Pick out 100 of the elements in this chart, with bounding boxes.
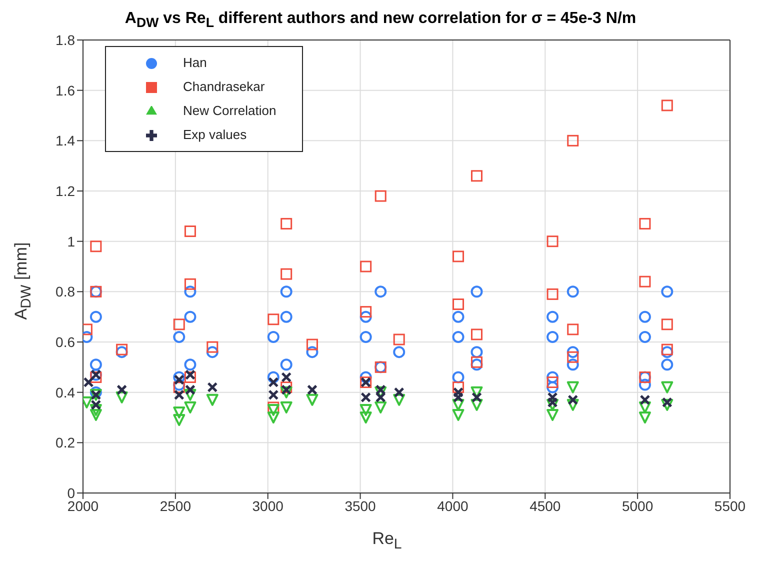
point bbox=[566, 398, 579, 411]
point bbox=[90, 400, 102, 410]
point bbox=[470, 286, 483, 298]
point bbox=[206, 341, 218, 353]
point bbox=[184, 388, 196, 401]
point bbox=[547, 392, 558, 403]
point bbox=[268, 390, 279, 400]
point bbox=[90, 408, 102, 421]
x-tick-label: 3000 bbox=[252, 498, 284, 514]
point bbox=[661, 358, 674, 371]
x-tick-label: 5000 bbox=[622, 498, 654, 514]
point bbox=[184, 278, 196, 290]
point bbox=[306, 338, 318, 350]
point bbox=[174, 390, 184, 400]
point bbox=[360, 310, 372, 323]
point bbox=[375, 384, 386, 396]
point bbox=[267, 404, 280, 416]
point bbox=[374, 190, 386, 202]
point bbox=[393, 346, 406, 358]
point bbox=[116, 344, 128, 356]
point bbox=[184, 358, 196, 371]
point bbox=[546, 371, 559, 384]
point bbox=[546, 330, 559, 343]
point bbox=[173, 382, 185, 394]
point bbox=[360, 412, 372, 424]
point bbox=[471, 392, 482, 403]
point bbox=[306, 346, 318, 358]
y-tick-label: 0.2 bbox=[56, 434, 76, 451]
point bbox=[268, 377, 279, 388]
point bbox=[360, 392, 372, 403]
point bbox=[546, 408, 559, 421]
point bbox=[173, 371, 186, 384]
point bbox=[184, 286, 196, 298]
point bbox=[452, 371, 464, 384]
x-tick-label: 4000 bbox=[437, 498, 468, 514]
y-tick-label: 0.4 bbox=[56, 384, 76, 400]
point bbox=[174, 374, 184, 385]
point bbox=[206, 346, 218, 358]
point bbox=[661, 318, 673, 330]
point bbox=[566, 381, 579, 394]
point bbox=[452, 310, 464, 323]
point bbox=[173, 414, 186, 426]
point bbox=[638, 378, 651, 391]
x-tick-label: 4500 bbox=[530, 498, 561, 514]
y-tick-label: 0.8 bbox=[56, 284, 76, 300]
point bbox=[90, 240, 102, 252]
point bbox=[470, 170, 482, 182]
x-tick-label: 3500 bbox=[344, 498, 376, 514]
point bbox=[546, 310, 559, 323]
point bbox=[116, 384, 128, 396]
point bbox=[280, 382, 292, 394]
point bbox=[360, 260, 372, 272]
point bbox=[661, 344, 673, 356]
point bbox=[470, 358, 483, 371]
point bbox=[206, 394, 218, 406]
point bbox=[638, 310, 651, 323]
point bbox=[639, 218, 651, 230]
point bbox=[566, 358, 579, 371]
point bbox=[393, 334, 405, 346]
point bbox=[546, 288, 558, 300]
point bbox=[566, 286, 579, 298]
point bbox=[280, 268, 292, 280]
point bbox=[453, 387, 464, 398]
y-tick-label: 1.4 bbox=[56, 132, 76, 149]
point bbox=[661, 398, 674, 411]
point bbox=[90, 310, 102, 323]
point bbox=[90, 358, 102, 371]
point bbox=[452, 250, 464, 262]
x-axis-title: Re$_{L}$ bbox=[371, 528, 403, 552]
point bbox=[280, 310, 292, 323]
point bbox=[547, 397, 558, 408]
point bbox=[360, 371, 372, 384]
point bbox=[281, 372, 292, 382]
point bbox=[281, 384, 292, 396]
point bbox=[470, 346, 483, 358]
point bbox=[173, 330, 186, 343]
point bbox=[394, 387, 404, 398]
point bbox=[184, 369, 196, 380]
point bbox=[280, 386, 292, 398]
y-tick-label: 1.2 bbox=[56, 182, 76, 199]
y-tick-label: 1.8 bbox=[56, 32, 76, 48]
point bbox=[184, 401, 196, 414]
point bbox=[566, 346, 579, 358]
point bbox=[184, 310, 196, 323]
point bbox=[567, 134, 579, 146]
point bbox=[280, 286, 292, 298]
legend-label: Exp values bbox=[183, 127, 247, 142]
point bbox=[568, 394, 578, 406]
point bbox=[116, 391, 128, 404]
chart-title: A$_{DW}$ vs Re$_{L}$ different authors and new correlation for σ = 45e-3 N/m bbox=[124, 10, 638, 30]
legend-label: Han bbox=[183, 55, 207, 70]
point bbox=[184, 226, 196, 238]
point bbox=[184, 384, 196, 396]
legend-label: New Correlation bbox=[183, 103, 276, 118]
point bbox=[546, 236, 558, 248]
point bbox=[268, 314, 280, 326]
point bbox=[280, 401, 292, 414]
point bbox=[306, 384, 318, 396]
point bbox=[661, 346, 674, 358]
point bbox=[360, 330, 372, 343]
